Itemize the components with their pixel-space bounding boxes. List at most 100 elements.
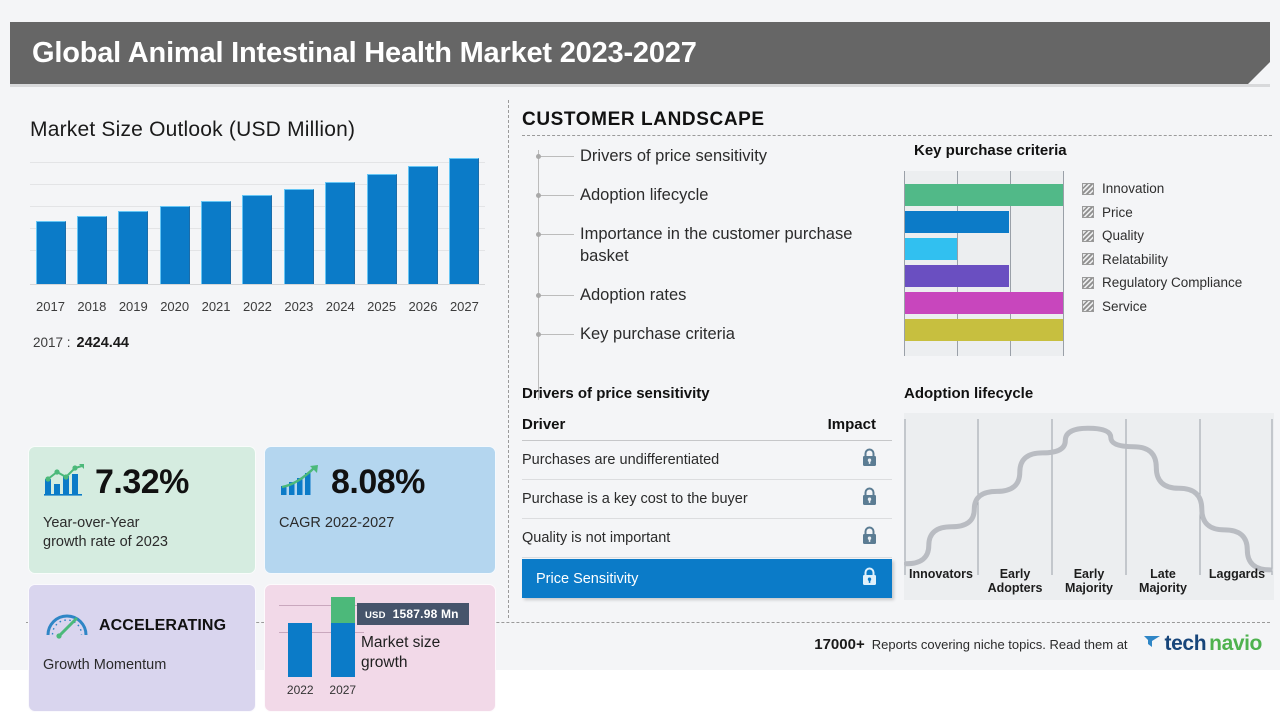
bar [201,201,232,284]
kpi-card-cagr[interactable]: 8.08% CAGR 2022-2027 [264,446,496,574]
adoption-plot-area: Innovators Early Adopters Early Majority Late… [903,413,1274,600]
kpc-bar [905,292,1063,314]
table-row[interactable]: Price Sensitivity [522,559,892,598]
table-row[interactable]: Quality is not important [522,519,892,558]
kpc-legend-item[interactable]: Relatability [1082,252,1242,267]
customer-landscape-item-label: Adoption lifecycle [580,186,709,204]
table-row[interactable]: Purchase is a key cost to the buyer [522,480,892,519]
mini-bar-base-segment [330,623,355,677]
list-connector-icon [536,224,580,246]
page-title: Global Animal Intestinal Health Market 2… [32,36,697,69]
kpc-legend: Innovation Price Quality Relatability Regula… [1082,171,1242,356]
list-connector-icon [536,185,580,207]
bar-label: 2017 [36,299,65,314]
bar-column [237,195,278,284]
adoption-stage-labels: Innovators Early Adopters Early Majority Late… [904,567,1274,597]
kpc-legend-item[interactable]: Regulatory Compliance [1082,275,1242,290]
axis-line [30,284,485,285]
grid-line [279,605,364,606]
mini-bar-column [330,597,355,677]
mini-bars-container [279,597,364,677]
kpc-legend-label: Service [1102,298,1148,314]
driver-name: Purchase is a key cost to the buyer [522,491,748,507]
bar-label: 2022 [242,299,272,314]
adoption-stage-label: Early Adopters [987,566,1043,596]
bar-column [320,182,361,284]
list-spine [538,150,539,400]
bar-label: 2025 [367,299,397,314]
list-connector-icon [536,146,580,168]
kpc-legend-item[interactable]: Service [1082,299,1242,314]
drivers-table: Drivers of price sensitivity Driver Impa… [522,385,892,598]
kpc-legend-swatch-icon [1082,253,1094,265]
bar-column [113,211,154,284]
mini-bar-label: 2022 [286,683,314,697]
bar [366,174,397,284]
value-year-label: 2017 : [33,335,71,350]
kpc-legend-item[interactable]: Price [1082,205,1242,220]
kpi-cagr-value: 8.08% [331,463,425,501]
customer-landscape-item[interactable]: Adoption lifecycle [536,185,918,207]
kpc-bar [905,319,1063,341]
bars-container [30,158,485,284]
customer-landscape-item-label: Drivers of price sensitivity [580,147,768,165]
kpc-bar [905,184,1063,206]
customer-landscape-item[interactable]: Key purchase criteria [536,324,918,346]
customer-landscape-underline [522,135,1272,136]
market-size-bar-chart: 2017 2018 2019 2020 2021 2022 2023 2024 2025 2026… [30,158,485,322]
market-size-value-readout: 2017 : 2424.44 [33,335,129,351]
adoption-stage-label: Laggards [1208,566,1266,581]
kpi-card-yoy[interactable]: 7.32% Year-over-Year growth rate of 2023 [28,446,256,574]
kpc-bar [905,238,958,260]
customer-landscape-item[interactable]: Adoption rates [536,285,918,307]
bar [242,195,273,284]
kpc-bar [905,265,1010,287]
lock-icon [861,567,878,591]
market-growth-mini-chart: 2022 2027 [279,597,364,697]
grid-line [1010,171,1011,356]
grid-line [30,162,485,163]
kpc-title: Key purchase criteria [914,142,1067,159]
kpc-legend-swatch-icon [1082,300,1094,312]
kpc-legend-swatch-icon [1082,206,1094,218]
mini-bar-labels: 2022 2027 [279,683,364,697]
horizontal-divider [26,622,1270,623]
customer-landscape-title: CUSTOMER LANDSCAPE [522,109,765,130]
bar-label: 2024 [325,299,355,314]
kpc-legend-swatch-icon [1082,276,1094,289]
driver-name: Purchases are undifferentiated [522,452,720,468]
mini-bar-column [288,597,313,677]
kpc-legend-label: Price [1102,204,1133,220]
kpc-legend-item[interactable]: Quality [1082,228,1242,243]
kpc-legend-label: Regulatory Compliance [1102,275,1243,290]
kpc-legend-swatch-icon [1082,229,1094,242]
lock-icon [861,487,878,511]
adoption-title: Adoption lifecycle [904,385,1034,402]
kpc-bars-container [905,184,1065,341]
market-size-title: Market Size Outlook (USD Million) [30,118,356,141]
kpi-yoy-caption: Year-over-Year growth rate of 2023 [43,515,168,551]
bar [159,206,190,284]
kpi-cagr-top: 8.08% [265,447,495,502]
drivers-table-header: Driver Impact [522,402,892,441]
footer-text: Reports covering niche topics. Read them… [871,636,1128,652]
brand-text-navio: navio [1209,632,1262,655]
customer-landscape-item[interactable]: Importance in the customer purchase bask… [536,224,918,268]
adoption-curve-svg [903,419,1273,575]
grid-line [1063,171,1064,356]
bar-axis-labels: 2017 2018 2019 2020 2021 2022 2023 2024 2025 2026… [30,299,485,314]
kpi-yoy-top: 7.32% [29,447,255,502]
customer-landscape-item-label: Importance in the customer purchase bask… [580,225,853,265]
customer-landscape-list: Drivers of price sensitivity Adoption lif… [536,146,918,400]
table-row[interactable]: Purchases are undifferentiated [522,441,892,480]
bar [118,211,149,284]
bar-column [403,166,444,284]
badge-unit: USD [365,610,386,621]
market-growth-caption: Market size growth [361,634,441,672]
kpc-legend-item[interactable]: Innovation [1082,181,1242,196]
bar-column [71,216,112,284]
key-purchase-criteria-chart: Key purchase criteria Innovation Price Qua… [904,142,1280,356]
technavio-logo[interactable]: tech navio [1143,632,1262,656]
bar-column [278,189,319,284]
customer-landscape-item[interactable]: Drivers of price sensitivity [536,146,918,168]
